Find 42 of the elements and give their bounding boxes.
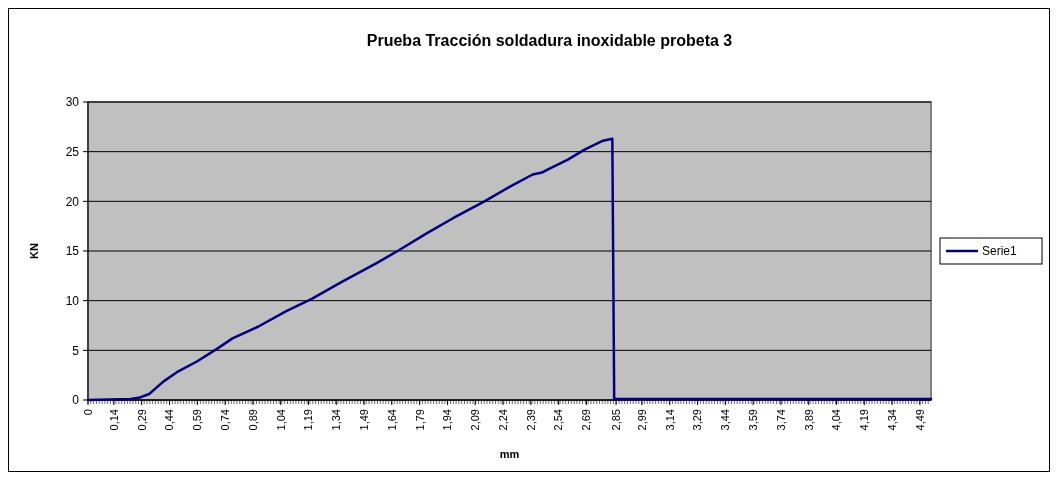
x-tick-label: 4,04 (830, 409, 843, 431)
y-tick-label: 5 (72, 343, 80, 358)
x-tick-label: 3,89 (802, 409, 815, 431)
x-tick-label: 3,44 (719, 409, 732, 431)
x-tick-label: 0,29 (135, 409, 148, 431)
x-tick-label: 0,74 (218, 409, 231, 431)
x-tick-label: 0,44 (163, 409, 176, 431)
x-tick-label: 1,04 (274, 409, 287, 431)
chart-title: Prueba Tracción soldadura inoxidable probeta 3 (366, 32, 733, 49)
x-tick-label: 0,59 (191, 409, 204, 431)
x-tick-label: 3,29 (691, 409, 704, 431)
x-tick-label: 0,14 (107, 409, 120, 431)
x-axis-title: mm (499, 448, 520, 460)
x-tick-label: 3,74 (774, 409, 787, 431)
x-tick-label: 1,49 (357, 409, 370, 431)
x-tick-label: 2,85 (609, 409, 622, 431)
x-tick-label: 3,14 (663, 409, 676, 431)
x-tick-label: 2,99 (635, 409, 648, 431)
y-tick-label: 30 (65, 95, 80, 110)
y-tick-label: 0 (72, 393, 80, 408)
y-tick-label: 25 (65, 144, 80, 159)
legend-label: Serie1 (982, 244, 1018, 259)
x-tick-label: 1,34 (330, 409, 343, 431)
x-tick-label: 2,09 (469, 409, 482, 431)
x-tick-label: 4,34 (885, 409, 898, 431)
x-tick-label: 2,69 (580, 409, 593, 431)
x-tick-label: 4,49 (913, 409, 926, 431)
x-tick-label: 2,24 (496, 409, 509, 431)
x-tick-label: 2,39 (524, 409, 537, 431)
y-tick-label: 20 (65, 194, 80, 209)
y-tick-label: 15 (65, 244, 80, 259)
x-tick-label: 1,79 (413, 409, 426, 431)
x-tick-label: 2,54 (552, 409, 565, 431)
y-axis-title: KN (28, 243, 40, 259)
x-tick-label: 1,19 (302, 409, 315, 431)
x-tick-label: 1,94 (441, 409, 454, 431)
x-tick-label: 0 (81, 409, 94, 416)
y-tick-label: 10 (65, 293, 80, 308)
x-tick-label: 4,19 (858, 409, 871, 431)
x-tick-label: 3,59 (746, 409, 759, 431)
x-tick-label: 0,89 (246, 409, 259, 431)
x-tick-label: 1,64 (385, 409, 398, 431)
